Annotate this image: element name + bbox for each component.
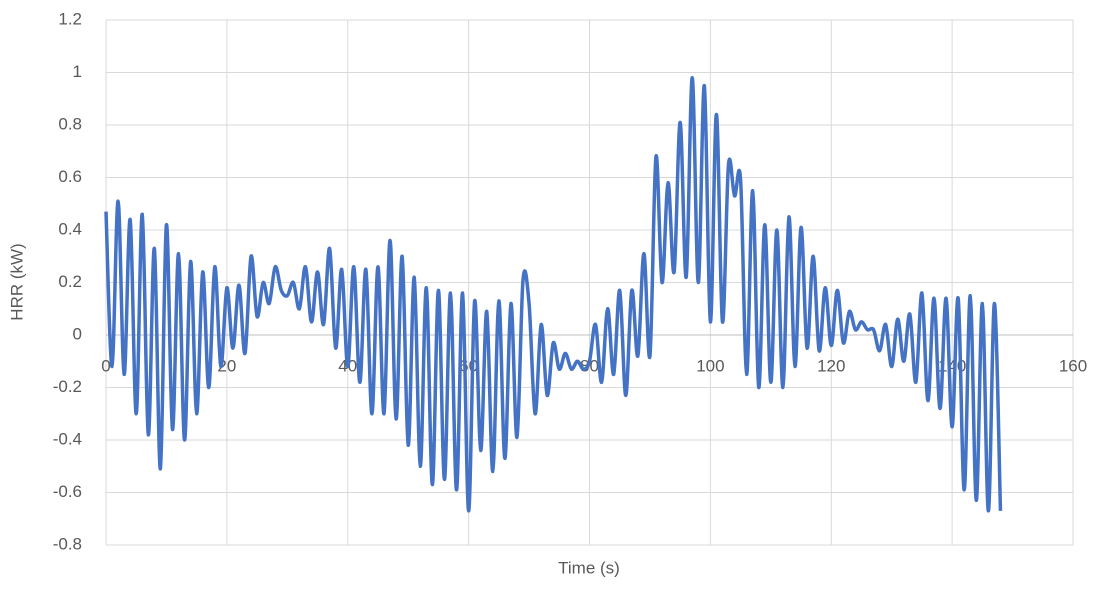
x-tick-label: 120: [817, 356, 845, 375]
y-tick-label: -0.4: [53, 429, 82, 448]
data-line: [104, 75, 1003, 513]
y-axis-title: HRR (kW): [7, 243, 26, 320]
y-tick-label: 0.6: [58, 167, 82, 186]
x-axis-title: Time (s): [558, 558, 620, 577]
y-tick-label: 0.4: [58, 219, 82, 238]
y-tick-label: 1.2: [58, 9, 82, 28]
x-tick-label: 160: [1059, 356, 1087, 375]
x-tick-label: 100: [696, 356, 724, 375]
x-tick-label: 0: [101, 356, 110, 375]
y-tick-label: -0.6: [53, 482, 82, 501]
x-tick-label: 60: [459, 356, 478, 375]
y-tick-label: 0: [73, 324, 82, 343]
y-tick-label: 1: [73, 62, 82, 81]
y-tick-label: 0.8: [58, 114, 82, 133]
y-tick-label: 0.2: [58, 272, 82, 291]
y-tick-label: -0.8: [53, 534, 82, 553]
y-tick-label: -0.2: [53, 377, 82, 396]
